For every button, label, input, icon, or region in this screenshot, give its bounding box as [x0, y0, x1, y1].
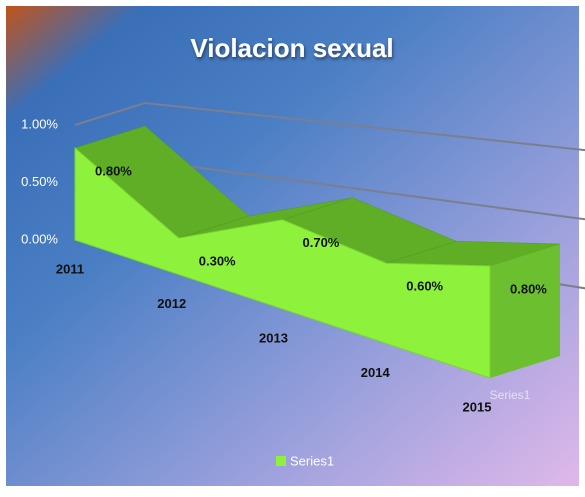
plot: 0.00% 0.50% 1.00% 0.80% 0.30% 0.70% 0.60% 0.80%… [21, 101, 585, 468]
area [74, 146, 491, 379]
x-tick-label: 2014 [361, 365, 391, 380]
data-label: 0.70% [303, 235, 340, 250]
chart-title: Violacion sexual [190, 33, 393, 63]
y-tick-label: 0.50% [21, 174, 58, 189]
area-side-face [490, 244, 560, 378]
legend-swatch [276, 456, 286, 466]
depth-axis-label: Series1 [490, 388, 531, 402]
x-tick-label: 2013 [259, 330, 288, 345]
grid-line [74, 101, 585, 152]
x-tick-label: 2011 [56, 261, 84, 276]
x-tick-label: 2012 [157, 296, 186, 311]
data-label: 0.30% [199, 254, 236, 269]
data-label: 0.80% [95, 163, 132, 178]
legend-label: Series1 [290, 453, 334, 468]
data-label: 0.80% [510, 281, 547, 296]
y-tick-label: 1.00% [21, 116, 58, 131]
y-tick-label: 0.00% [21, 231, 58, 246]
data-label: 0.60% [406, 279, 443, 294]
x-tick-label: 2015 [463, 399, 492, 414]
